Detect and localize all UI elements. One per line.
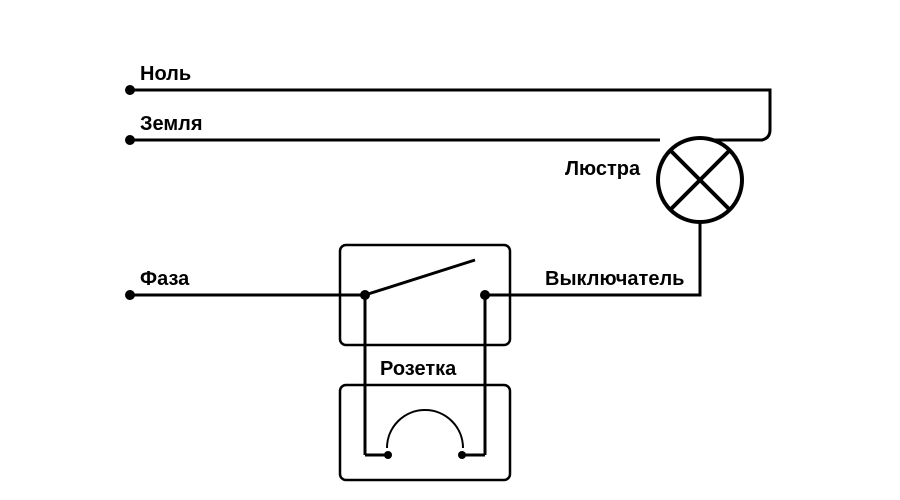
ground-label: Земля xyxy=(140,113,203,135)
switch-lever xyxy=(365,260,475,295)
neutral-terminal xyxy=(125,85,135,95)
socket-pin-left xyxy=(384,451,392,459)
wiring-schematic: Ноль Земля Фаза Люстра Выключатель Розет… xyxy=(0,0,900,500)
ground-terminal xyxy=(125,135,135,145)
neutral-label: Ноль xyxy=(140,63,191,85)
socket-pin-right xyxy=(458,451,466,459)
socket-label: Розетка xyxy=(380,358,457,380)
phase-terminal xyxy=(125,290,135,300)
socket-arc xyxy=(387,410,463,448)
neutral-wire xyxy=(130,90,770,140)
phase-label: Фаза xyxy=(140,268,190,290)
lamp-label: Люстра xyxy=(565,158,641,180)
lamp-symbol xyxy=(658,138,742,222)
switch-label: Выключатель xyxy=(545,268,684,290)
